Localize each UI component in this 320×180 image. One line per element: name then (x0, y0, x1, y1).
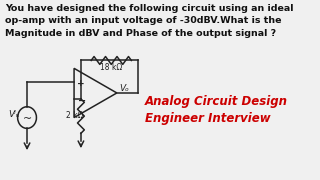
Text: Engineer Interview: Engineer Interview (145, 112, 271, 125)
Text: Vᴵₙ: Vᴵₙ (8, 110, 20, 119)
Text: Vₒ: Vₒ (119, 84, 129, 93)
Text: −: − (77, 96, 86, 106)
Text: 18 kΩ: 18 kΩ (100, 63, 122, 72)
Text: You have designed the following circuit using an ideal
op-amp with an input volt: You have designed the following circuit … (5, 4, 293, 38)
Text: Analog Circuit Design: Analog Circuit Design (145, 95, 288, 108)
Text: +: + (77, 79, 85, 88)
Text: 2 kΩ: 2 kΩ (66, 111, 83, 120)
Text: ~: ~ (22, 114, 32, 123)
